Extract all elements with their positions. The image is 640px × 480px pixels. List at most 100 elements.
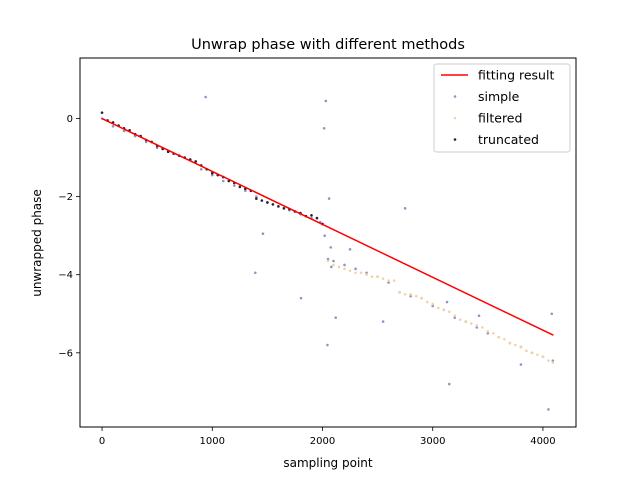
data-point-filtered bbox=[442, 308, 446, 312]
data-point-filtered bbox=[431, 302, 435, 306]
data-point-filtered bbox=[497, 335, 501, 339]
legend-swatch-truncated bbox=[453, 138, 457, 141]
data-point-filtered bbox=[481, 326, 484, 329]
data-point-simple bbox=[326, 343, 329, 347]
legend-label-simple: simple bbox=[478, 89, 520, 104]
data-point-filtered bbox=[326, 259, 330, 263]
data-point-simple bbox=[155, 146, 159, 150]
data-point-simple bbox=[365, 271, 368, 275]
legend-label-fitting-result: fitting result bbox=[478, 68, 554, 83]
x-axis: 0 1000 2000 3000 4000 bbox=[99, 427, 556, 447]
data-point-simple bbox=[122, 129, 126, 133]
x-tick-label: 4000 bbox=[530, 436, 555, 447]
data-point-simple bbox=[447, 382, 451, 386]
data-point-truncated bbox=[255, 197, 258, 200]
data-point-simple bbox=[204, 95, 207, 99]
data-point-filtered bbox=[508, 341, 512, 345]
data-point-simple bbox=[233, 184, 236, 187]
data-point-filtered bbox=[503, 337, 506, 341]
data-point-truncated bbox=[194, 160, 198, 163]
legend-label-filtered: filtered bbox=[478, 111, 522, 126]
data-point-simple bbox=[111, 125, 115, 128]
y-tick-label: −6 bbox=[58, 348, 73, 359]
data-point-simple bbox=[255, 195, 258, 198]
data-point-simple bbox=[253, 271, 257, 275]
data-point-filtered bbox=[332, 263, 335, 267]
data-point-simple bbox=[343, 263, 346, 267]
data-point-filtered bbox=[541, 355, 545, 359]
data-point-truncated bbox=[277, 205, 280, 208]
data-point-simple bbox=[332, 259, 335, 263]
data-point-simple bbox=[381, 320, 385, 323]
data-point-filtered bbox=[387, 279, 390, 282]
plot-frame bbox=[79, 57, 577, 428]
data-point-simple bbox=[334, 316, 338, 319]
data-point-simple bbox=[354, 267, 357, 271]
legend-swatch-filtered bbox=[453, 116, 457, 120]
y-tick-label: 0 bbox=[67, 114, 73, 125]
data-point-truncated bbox=[238, 185, 242, 189]
data-point-truncated bbox=[266, 201, 269, 204]
data-point-simple bbox=[199, 167, 203, 171]
data-point-simple bbox=[326, 257, 330, 261]
legend-label-truncated: truncated bbox=[478, 132, 539, 147]
data-point-simple bbox=[403, 207, 407, 210]
y-tick-label: −2 bbox=[58, 192, 73, 203]
data-point-filtered bbox=[348, 269, 352, 273]
data-point-simple bbox=[210, 173, 214, 177]
data-point-simple bbox=[322, 126, 326, 130]
data-point-simple bbox=[299, 296, 303, 300]
data-point-simple bbox=[453, 316, 457, 319]
data-point-filtered bbox=[464, 320, 468, 323]
y-axis-label: unwrapped phase bbox=[30, 189, 44, 297]
data-point-simple bbox=[431, 304, 435, 308]
y-axis: −6 −4 −2 0 bbox=[58, 114, 80, 359]
data-point-simple bbox=[486, 331, 490, 335]
data-point-simple bbox=[519, 363, 523, 366]
data-point-simple bbox=[261, 232, 265, 236]
data-point-filtered bbox=[359, 271, 363, 275]
data-point-filtered bbox=[475, 324, 479, 327]
data-point-filtered bbox=[525, 349, 528, 353]
data-point-truncated bbox=[310, 214, 313, 217]
legend-box bbox=[433, 63, 571, 153]
data-point-simple bbox=[477, 314, 481, 318]
series-line-fitting-result bbox=[101, 117, 554, 336]
data-point-simple bbox=[221, 179, 225, 183]
x-tick-label: 0 bbox=[99, 436, 105, 447]
data-point-filtered bbox=[409, 292, 412, 296]
data-point-filtered bbox=[376, 275, 379, 278]
data-point-simple bbox=[445, 300, 449, 304]
legend: fitting result simple filtered truncated bbox=[433, 63, 571, 153]
data-point-filtered bbox=[436, 306, 440, 310]
data-point-filtered bbox=[343, 267, 346, 271]
x-axis-label: sampling point bbox=[283, 456, 373, 470]
data-point-filtered bbox=[514, 343, 517, 347]
data-point-filtered bbox=[530, 351, 534, 355]
x-tick-label: 3000 bbox=[420, 436, 445, 447]
data-point-filtered bbox=[365, 273, 368, 277]
data-point-simple bbox=[387, 281, 390, 284]
data-point-simple bbox=[323, 234, 326, 237]
data-point-filtered bbox=[392, 279, 396, 282]
data-point-simple bbox=[144, 140, 148, 144]
x-tick-label: 2000 bbox=[310, 436, 335, 447]
data-point-filtered bbox=[551, 361, 555, 364]
data-point-truncated bbox=[260, 199, 264, 202]
data-point-filtered bbox=[453, 314, 457, 318]
data-point-truncated bbox=[100, 111, 104, 114]
x-tick-label: 1000 bbox=[200, 436, 225, 447]
data-point-filtered bbox=[354, 271, 357, 275]
data-point-simple bbox=[327, 197, 331, 200]
data-point-filtered bbox=[486, 330, 490, 333]
data-point-simple bbox=[475, 326, 479, 329]
data-point-truncated bbox=[315, 216, 319, 220]
data-point-simple bbox=[547, 408, 550, 411]
data-point-simple bbox=[324, 99, 328, 103]
data-point-simple bbox=[330, 265, 333, 269]
data-point-filtered bbox=[447, 310, 451, 314]
data-point-truncated bbox=[271, 203, 275, 206]
data-point-filtered bbox=[547, 359, 550, 362]
plot-area bbox=[100, 95, 555, 411]
